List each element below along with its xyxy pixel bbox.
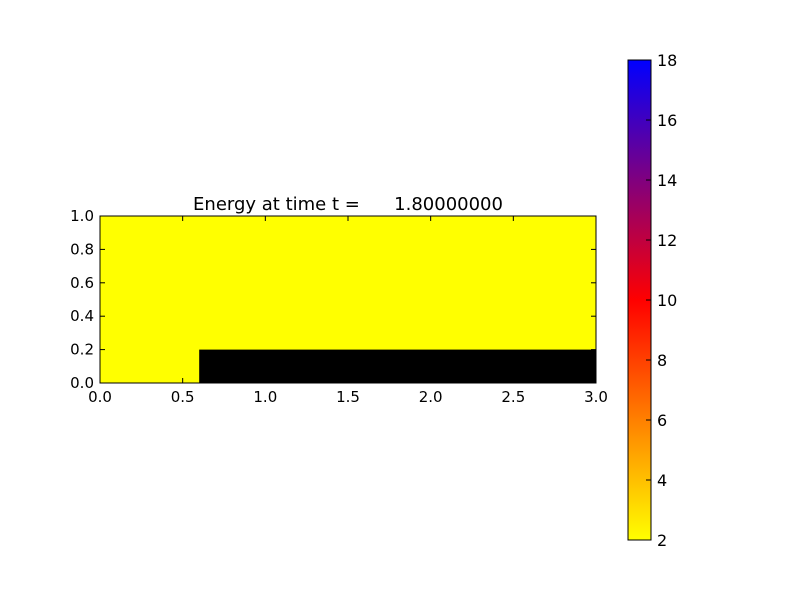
x-tick-label: 1.5 — [336, 388, 360, 406]
y-tick-label: 0.4 — [70, 307, 94, 325]
chart-title: Energy at time t = 1.80000000 — [193, 194, 503, 215]
colorbar-ticks: 2 4 6 8 10 12 14 16 18 — [646, 51, 677, 550]
x-axis: 0.0 0.5 1.0 1.5 2.0 2.5 3.0 — [88, 216, 608, 406]
x-tick-label: 0.5 — [171, 388, 195, 406]
regions-layer — [199, 349, 596, 383]
x-tick-label: 1.0 — [253, 388, 277, 406]
colorbar-tick-label: 18 — [657, 51, 677, 70]
y-tick-label: 0.0 — [70, 374, 94, 392]
colorbar-tick-label: 10 — [657, 291, 677, 310]
colorbar-tick-label: 14 — [657, 171, 677, 190]
colorbar: 2 4 6 8 10 12 14 16 18 — [627, 51, 677, 550]
x-tick-label: 0.0 — [88, 388, 112, 406]
y-tick-label: 0.8 — [70, 240, 94, 258]
region-obstacle — [199, 349, 596, 383]
x-tick-label: 2.5 — [501, 388, 525, 406]
y-tick-label: 0.2 — [70, 341, 94, 359]
y-axis: 0.0 0.2 0.4 0.6 0.8 1.0 — [70, 207, 596, 392]
main-plot: 0.0 0.5 1.0 1.5 2.0 2.5 3.0 0.0 0.2 0.4 0.6 0.8 1.0… — [70, 194, 608, 406]
colorbar-tick-label: 16 — [657, 111, 677, 130]
colorbar-tick-label: 8 — [657, 351, 667, 370]
y-tick-label: 0.6 — [70, 274, 94, 292]
y-tick-label: 1.0 — [70, 207, 94, 225]
colorbar-tick-label: 2 — [657, 531, 667, 550]
colorbar-tick-label: 4 — [657, 471, 667, 490]
x-tick-label: 3.0 — [584, 388, 608, 406]
colorbar-tick-label: 6 — [657, 411, 667, 430]
colorbar-tick-label: 12 — [657, 231, 677, 250]
x-tick-label: 2.0 — [419, 388, 443, 406]
